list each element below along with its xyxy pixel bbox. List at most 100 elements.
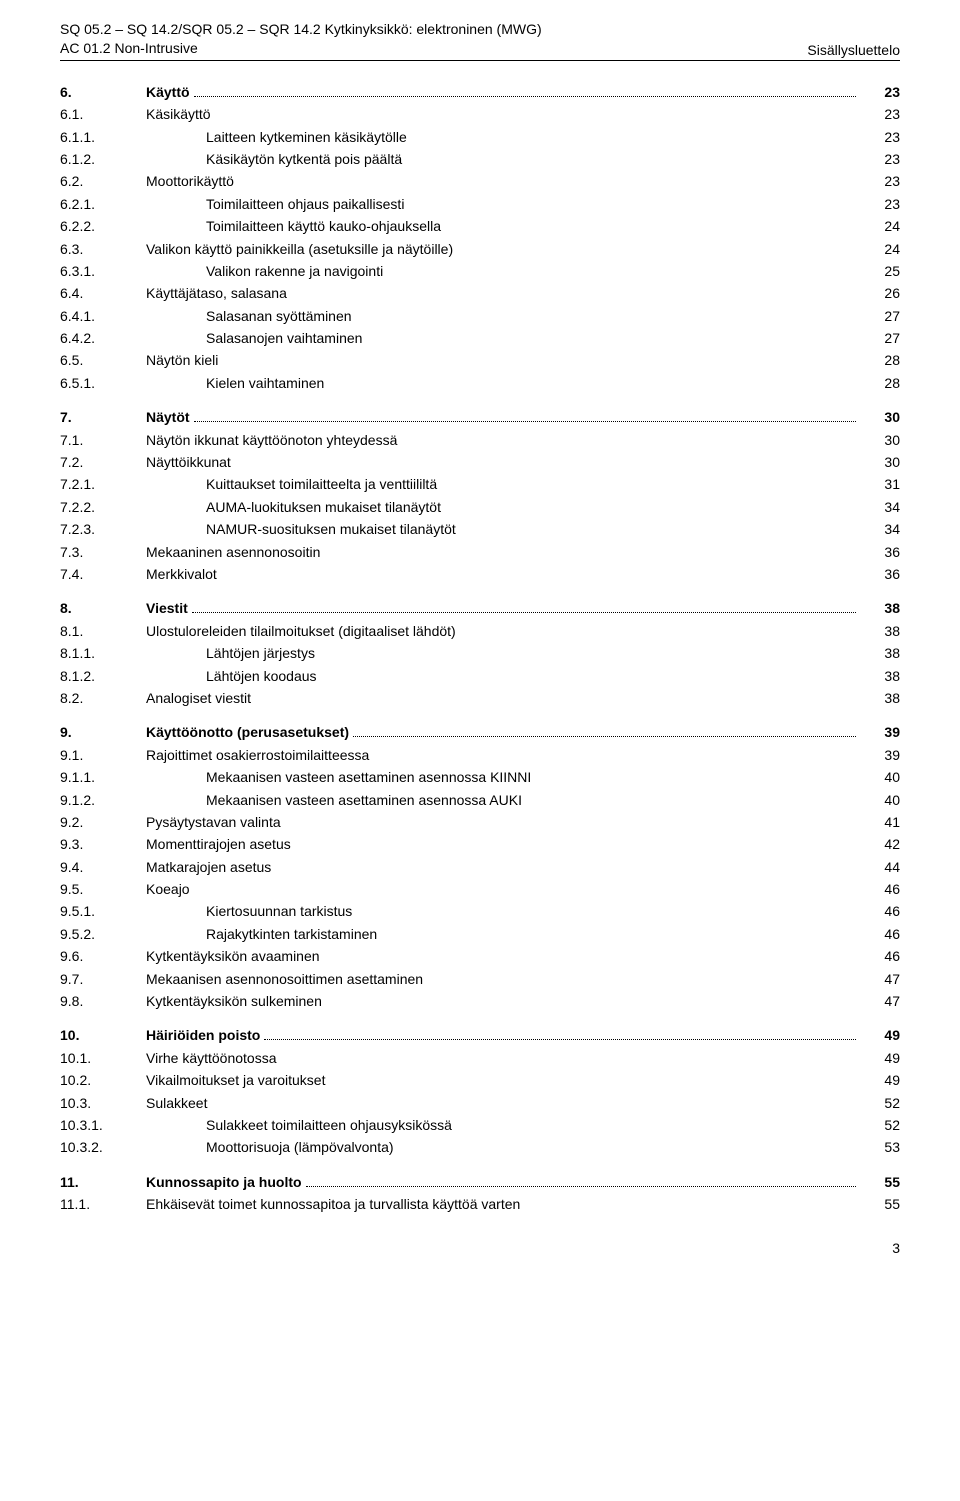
toc-number: 9.1.2. [60,789,146,811]
toc-leader-dots [353,724,856,738]
toc-number: 8.1.1. [60,642,146,664]
toc-text: Käyttö [146,81,860,103]
toc-number: 8. [60,597,146,619]
toc-page: 23 [860,126,900,148]
toc-row: 6.5.1.Kielen vaihtaminen28 [60,372,900,394]
toc-label: Salasanan syöttäminen [206,305,352,327]
toc-page: 46 [860,945,900,967]
toc-page: 52 [860,1092,900,1114]
toc-page: 23 [860,170,900,192]
toc-row: 10.3.Sulakkeet52 [60,1092,900,1114]
toc-text: Salasanan syöttäminen [146,305,860,327]
toc-number: 6.4.2. [60,327,146,349]
toc-row: 7.Näytöt30 [60,406,900,428]
toc-label: Rajoittimet osakierrostoimilaitteessa [146,744,369,766]
toc-row: 10.2.Vikailmoitukset ja varoitukset49 [60,1069,900,1091]
toc-page: 40 [860,789,900,811]
toc-label: Kunnossapito ja huolto [146,1171,302,1193]
page-header: SQ 05.2 – SQ 14.2/SQR 05.2 – SQR 14.2 Ky… [60,20,900,61]
toc-page: 24 [860,215,900,237]
toc-text: Näytön ikkunat käyttöönoton yhteydessä [146,429,860,451]
toc-row: 9.8.Kytkentäyksikön sulkeminen47 [60,990,900,1012]
toc-text: Näytöt [146,406,860,428]
toc-page: 30 [860,429,900,451]
toc-label: Analogiset viestit [146,687,251,709]
toc-page: 36 [860,563,900,585]
toc-number: 6.5. [60,349,146,371]
toc-row: 11.1.Ehkäisevät toimet kunnossapitoa ja … [60,1193,900,1215]
toc-row: 7.1.Näytön ikkunat käyttöönoton yhteydes… [60,429,900,451]
toc-row: 9.Käyttöönotto (perusasetukset)39 [60,721,900,743]
toc-text: Valikon rakenne ja navigointi [146,260,860,282]
toc-page: 30 [860,451,900,473]
toc-row: 7.2.Näyttöikkunat30 [60,451,900,473]
toc-page: 49 [860,1024,900,1046]
toc-label: Momenttirajojen asetus [146,833,291,855]
toc-text: Lähtöjen järjestys [146,642,860,664]
toc-page: 39 [860,744,900,766]
toc-label: Moottorikäyttö [146,170,234,192]
toc-text: Laitteen kytkeminen käsikäytölle [146,126,860,148]
toc-number: 6.4.1. [60,305,146,327]
toc-row: 6.1.Käsikäyttö23 [60,103,900,125]
toc-label: Mekaanisen vasteen asettaminen asennossa… [206,766,531,788]
toc-page: 46 [860,923,900,945]
toc-leader-dots [306,1173,856,1187]
toc-label: Kiertosuunnan tarkistus [206,900,352,922]
toc-text: Mekaanisen asennonosoittimen asettaminen [146,968,860,990]
toc-row: 6.4.1.Salasanan syöttäminen27 [60,305,900,327]
toc-label: NAMUR-suosituksen mukaiset tilanäytöt [206,518,456,540]
toc-page: 28 [860,349,900,371]
toc-row: 10.1.Virhe käyttöönotossa49 [60,1047,900,1069]
toc-text: Kiertosuunnan tarkistus [146,900,860,922]
toc-number: 7. [60,406,146,428]
toc-label: Ulostuloreleiden tilailmoitukset (digita… [146,620,456,642]
toc-text: Ulostuloreleiden tilailmoitukset (digita… [146,620,860,642]
toc-text: Toimilaitteen käyttö kauko-ohjauksella [146,215,860,237]
toc-label: Virhe käyttöönotossa [146,1047,277,1069]
toc-page: 49 [860,1069,900,1091]
toc-row: 8.2.Analogiset viestit38 [60,687,900,709]
toc: 6.Käyttö236.1.Käsikäyttö236.1.1.Laitteen… [60,81,900,1216]
section-gap [60,394,900,406]
toc-number: 6.1. [60,103,146,125]
toc-number: 11.1. [60,1193,146,1215]
toc-row: 8.Viestit38 [60,597,900,619]
header-line-2: AC 01.2 Non-Intrusive [60,39,542,58]
toc-number: 9.1. [60,744,146,766]
toc-text: Rajakytkinten tarkistaminen [146,923,860,945]
toc-page: 38 [860,642,900,664]
toc-number: 10.2. [60,1069,146,1091]
toc-page: 26 [860,282,900,304]
toc-page: 46 [860,878,900,900]
toc-row: 6.1.1.Laitteen kytkeminen käsikäytölle23 [60,126,900,148]
toc-number: 6.1.2. [60,148,146,170]
toc-row: 9.1.1.Mekaanisen vasteen asettaminen ase… [60,766,900,788]
toc-row: 6.3.1.Valikon rakenne ja navigointi25 [60,260,900,282]
toc-number: 10.3.1. [60,1114,146,1136]
toc-label: Näyttöikkunat [146,451,231,473]
toc-text: Matkarajojen asetus [146,856,860,878]
toc-text: Merkkivalot [146,563,860,585]
toc-row: 7.2.2.AUMA-luokituksen mukaiset tilanäyt… [60,496,900,518]
toc-text: Momenttirajojen asetus [146,833,860,855]
toc-page: 49 [860,1047,900,1069]
toc-page: 42 [860,833,900,855]
toc-number: 10.3. [60,1092,146,1114]
toc-page: 55 [860,1193,900,1215]
toc-page: 34 [860,496,900,518]
toc-text: Sulakkeet toimilaitteen ohjausyksikössä [146,1114,860,1136]
toc-label: Rajakytkinten tarkistaminen [206,923,377,945]
toc-label: Valikon rakenne ja navigointi [206,260,383,282]
toc-row: 9.4.Matkarajojen asetus44 [60,856,900,878]
toc-row: 9.6.Kytkentäyksikön avaaminen46 [60,945,900,967]
toc-row: 9.3.Momenttirajojen asetus42 [60,833,900,855]
toc-label: Käyttö [146,81,190,103]
toc-number: 6.2.2. [60,215,146,237]
toc-label: Lähtöjen koodaus [206,665,317,687]
toc-text: AUMA-luokituksen mukaiset tilanäytöt [146,496,860,518]
toc-number: 6. [60,81,146,103]
toc-row: 6.4.2.Salasanojen vaihtaminen27 [60,327,900,349]
toc-row: 6.5.Näytön kieli28 [60,349,900,371]
toc-label: Käyttäjätaso, salasana [146,282,287,304]
